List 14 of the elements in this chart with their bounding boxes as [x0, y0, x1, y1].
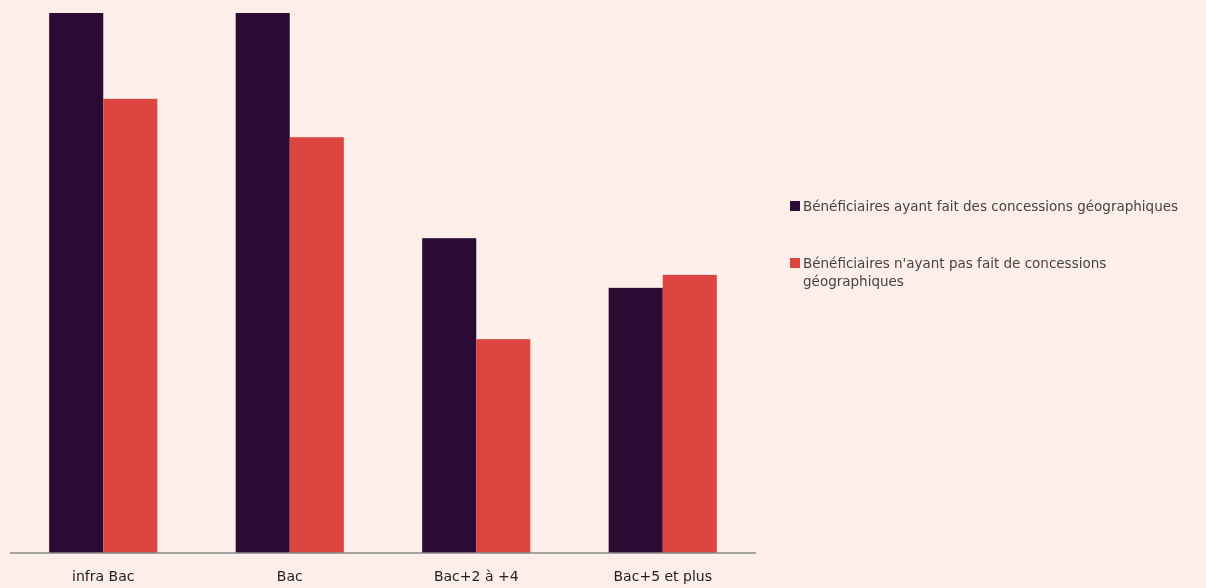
x-tick-label: Bac+5 et plus	[613, 568, 712, 584]
bar	[289, 137, 344, 553]
bar	[422, 238, 477, 553]
bar	[235, 13, 290, 553]
x-tick-label: Bac	[276, 568, 303, 584]
bar	[662, 274, 717, 553]
x-tick-label: infra Bac	[72, 568, 135, 584]
legend-label: Bénéficiaires n'ayant pas fait de concessions géographiques	[803, 255, 1107, 289]
bar	[103, 98, 158, 553]
legend-label: Bénéficiaires ayant fait des concessions géographiques	[803, 198, 1179, 214]
bar	[608, 287, 663, 553]
bar	[49, 13, 104, 553]
bar	[476, 339, 531, 553]
x-tick-label: Bac+2 à +4	[433, 568, 519, 584]
